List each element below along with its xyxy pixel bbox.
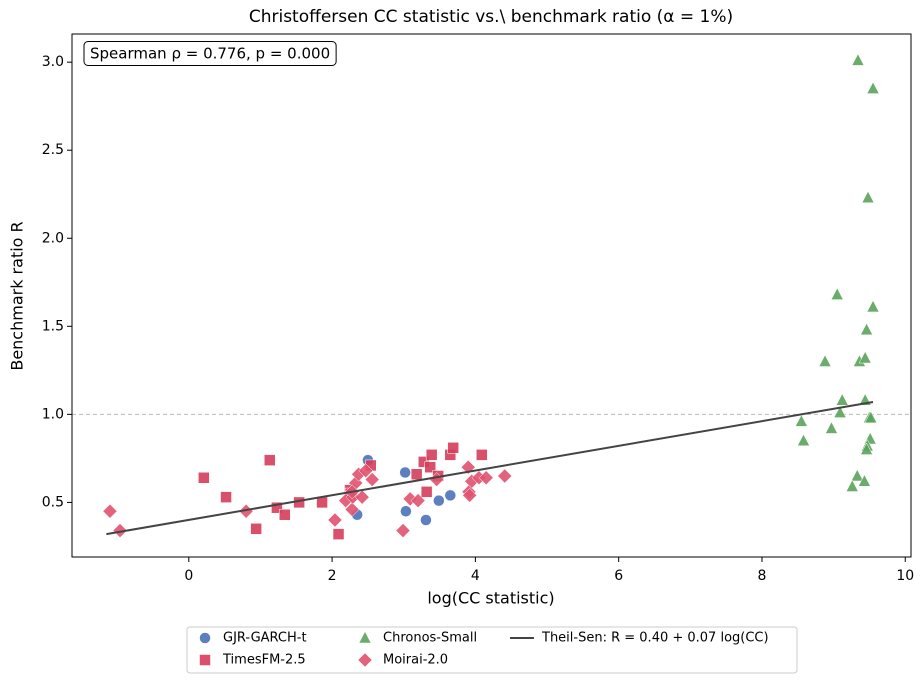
point	[447, 442, 459, 454]
point	[198, 472, 210, 484]
legend-label: Chronos-Small	[383, 631, 477, 646]
legend-marker	[358, 630, 372, 644]
annotation-box	[83, 41, 337, 66]
plot-frame	[71, 33, 912, 558]
legend-label: Theil-Sen: R = 0.40 + 0.07 log(CC)	[541, 631, 769, 646]
y-tick-label: 3.0	[42, 54, 64, 70]
point	[851, 53, 865, 66]
legend-marker	[357, 652, 373, 668]
y-tick-label: 0.5	[42, 494, 64, 510]
point	[850, 468, 864, 482]
point	[327, 512, 343, 528]
point	[410, 493, 426, 509]
x-tick-label: 0	[184, 568, 193, 584]
x-axis-label: log(CC statistic)	[427, 589, 554, 608]
point	[395, 523, 411, 538]
legend-label: GJR-GARCH-t	[223, 631, 307, 646]
point	[830, 287, 844, 300]
point	[220, 491, 232, 503]
legend-marker	[199, 654, 211, 666]
point	[354, 489, 370, 505]
y-tick-label: 2.5	[42, 142, 64, 158]
point	[279, 508, 291, 521]
point	[433, 494, 445, 507]
point	[833, 405, 847, 418]
legend-label: TimesFM-2.5	[222, 653, 306, 668]
point	[794, 414, 808, 427]
point	[358, 463, 374, 479]
point	[845, 479, 859, 492]
x-tick-label: 8	[758, 568, 767, 584]
point	[797, 433, 810, 447]
point	[860, 322, 873, 336]
point	[835, 393, 849, 406]
point	[250, 523, 262, 535]
point	[497, 468, 513, 484]
point	[444, 489, 457, 502]
point	[332, 528, 345, 540]
point	[478, 470, 494, 486]
point	[424, 461, 436, 473]
point	[858, 474, 871, 487]
point	[476, 449, 488, 461]
y-axis-label: Benchmark ratio R	[8, 221, 27, 370]
point	[858, 350, 872, 364]
legend-label: Moirai-2.0	[383, 653, 448, 668]
y-tick-label: 1.0	[42, 406, 64, 422]
point	[425, 449, 438, 461]
x-tick-label: 4	[471, 568, 480, 584]
point	[410, 468, 423, 480]
x-tick-label: 6	[614, 568, 623, 584]
chart-title: Christoffersen CC statistic vs.\ benchma…	[249, 7, 733, 27]
point	[344, 502, 360, 517]
point	[861, 190, 875, 204]
point	[112, 523, 128, 538]
fit-line	[106, 401, 874, 536]
point	[400, 505, 412, 517]
y-tick-label: 1.5	[42, 318, 64, 334]
point	[420, 514, 432, 526]
point	[102, 503, 118, 519]
y-tick-label: 2.0	[42, 230, 64, 246]
x-tick-label: 2	[328, 568, 337, 584]
annotation: Spearman ρ = 0.776, p = 0.000	[90, 45, 330, 63]
x-tick-label: 10	[896, 568, 914, 584]
point	[866, 81, 880, 94]
legend-box	[186, 626, 798, 674]
point	[271, 501, 283, 514]
legend-marker	[199, 632, 211, 644]
point	[864, 410, 878, 424]
point	[420, 486, 433, 498]
point	[364, 472, 380, 487]
point	[263, 454, 276, 466]
point	[825, 421, 838, 434]
point	[860, 442, 873, 455]
point	[818, 354, 832, 367]
point	[866, 299, 880, 313]
point	[399, 466, 411, 479]
point	[462, 488, 478, 503]
